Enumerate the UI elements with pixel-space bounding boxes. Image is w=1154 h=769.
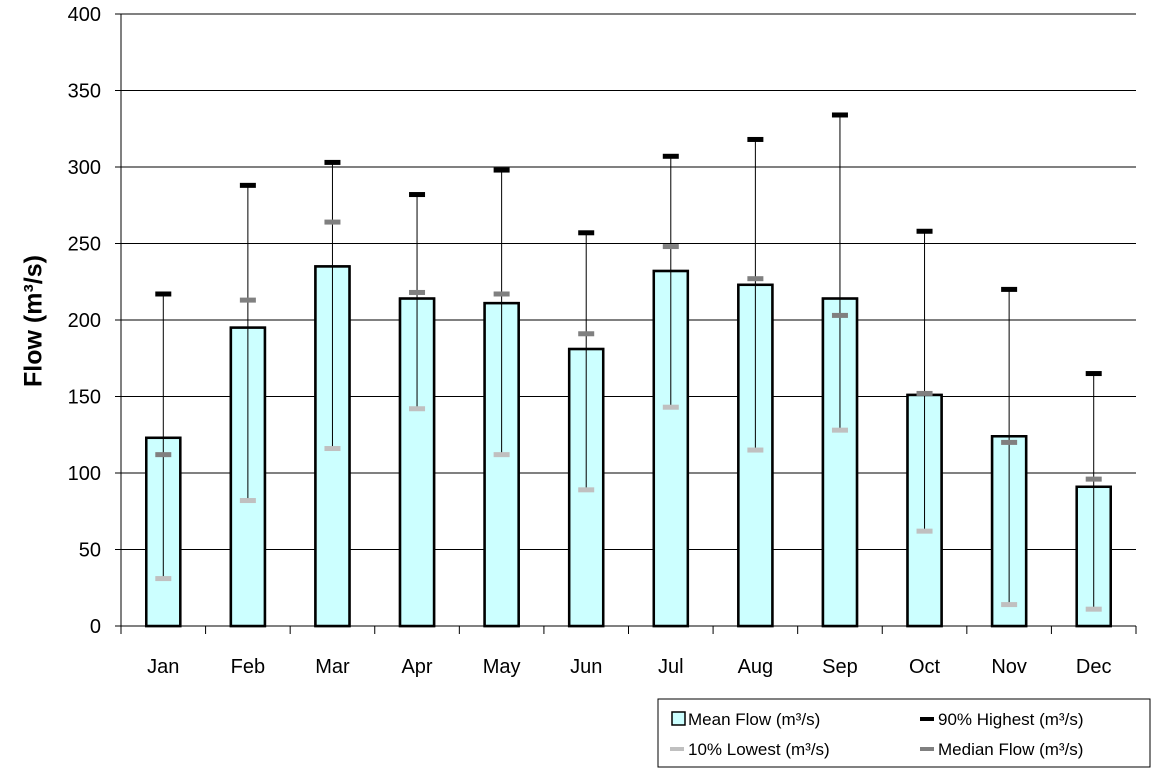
y-tick-label: 100 [68,463,101,485]
marker-median [493,291,510,297]
y-tick-label: 50 [79,540,101,562]
legend-label: Median Flow (m³/s) [938,740,1083,759]
x-tick-label: Oct [909,656,941,678]
x-tick-label: Sep [822,656,858,678]
legend-label: 10% Lowest (m³/s) [688,740,830,759]
x-tick-label: Jun [570,656,602,678]
marker-90pct [324,159,341,165]
marker-90pct [916,228,933,234]
marker-10pct [324,446,341,452]
marker-10pct [578,487,595,493]
marker-10pct [1001,602,1018,608]
legend-swatch [670,747,684,751]
marker-90pct [1085,371,1102,377]
marker-90pct [239,182,256,188]
y-tick-label: 150 [68,387,101,409]
y-axis-title: Flow (m³/s) [20,255,48,387]
x-tick-label: Feb [231,656,265,678]
marker-median [831,312,848,318]
marker-median [916,390,933,396]
marker-10pct [747,447,764,453]
y-tick-label: 250 [68,234,101,256]
marker-median [324,219,341,225]
marker-10pct [662,404,679,410]
marker-10pct [239,498,256,504]
marker-median [1085,476,1102,482]
legend-label: Mean Flow (m³/s) [688,710,820,729]
marker-median [578,331,595,337]
x-tick-label: Nov [991,656,1027,678]
legend-swatch [920,717,934,721]
marker-median [1001,439,1018,445]
marker-10pct [1085,606,1102,612]
marker-90pct [1001,286,1018,292]
marker-median [239,297,256,303]
marker-10pct [155,576,172,582]
x-tick-label: Apr [401,656,432,678]
legend: Mean Flow (m³/s) 90% Highest (m³/s) 10% Lo… [657,698,1151,768]
marker-90pct [747,136,764,142]
x-tick-label: Jul [658,656,684,678]
marker-10pct [493,452,510,458]
marker-median [409,289,426,295]
gridlines [121,13,1136,550]
marker-90pct [662,153,679,159]
marker-90pct [155,291,172,297]
marker-median [662,244,679,250]
x-tick-label: Mar [315,656,350,678]
marker-90pct [493,167,510,173]
y-tick-label: 400 [68,4,101,26]
marker-10pct [831,427,848,433]
x-tick-label: Dec [1076,656,1112,678]
y-tick-label: 350 [68,81,101,103]
marker-90pct [409,192,426,198]
legend-label: 90% Highest (m³/s) [938,710,1083,729]
x-tick-label: Jan [147,656,179,678]
marker-median [747,276,764,282]
marker-90pct [831,112,848,118]
axes: 0 50 100 150 200 250 300 350 400 Jan Feb Mar Apr May J… [68,4,1137,678]
legend-swatch-mean-flow [671,711,686,726]
y-tick-label: 300 [68,157,101,179]
marker-median [155,452,172,458]
range-lines [162,114,1095,610]
x-tick-label: Aug [738,656,774,678]
marker-10pct [916,528,933,534]
legend-box [657,698,1151,768]
marker-90pct [578,230,595,236]
y-tick-label: 0 [90,616,101,638]
marker-10pct [409,406,426,412]
legend-swatch [920,747,934,751]
flow-markers [155,112,1102,612]
y-tick-label: 200 [68,310,101,332]
x-tick-label: May [483,656,521,678]
